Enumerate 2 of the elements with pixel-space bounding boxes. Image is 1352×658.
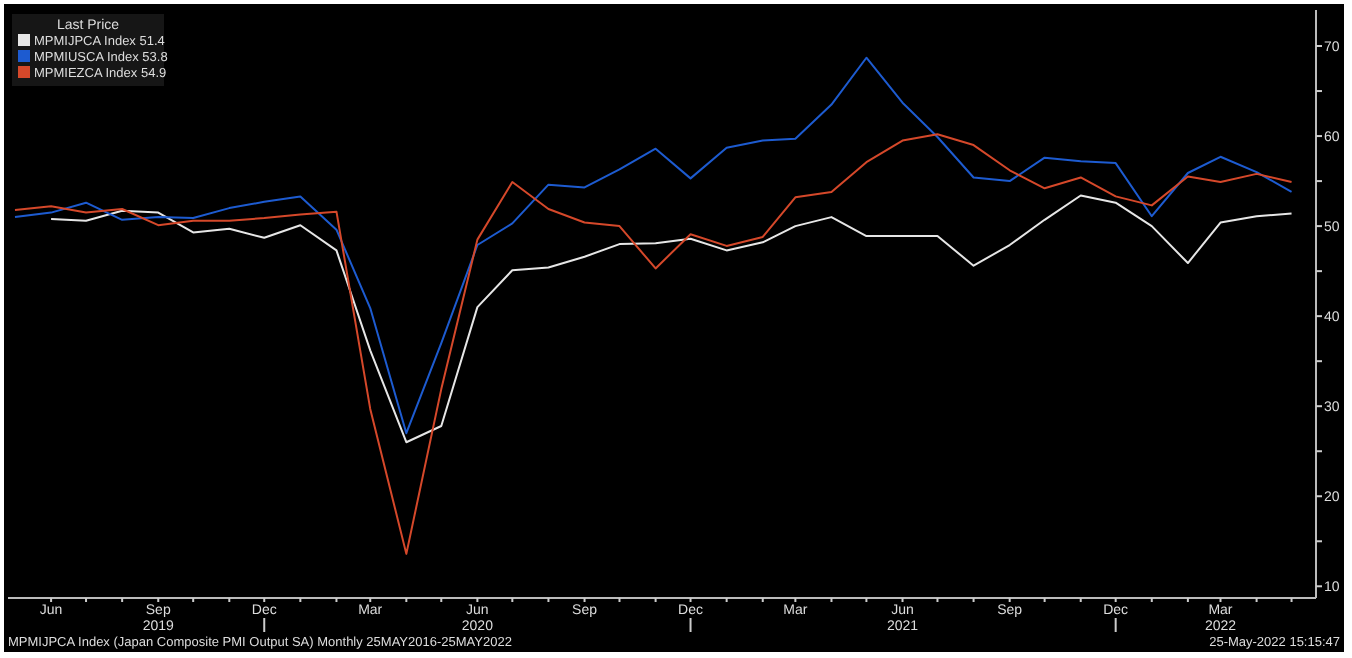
line-series [13,133,1293,555]
line-series [50,194,1293,444]
